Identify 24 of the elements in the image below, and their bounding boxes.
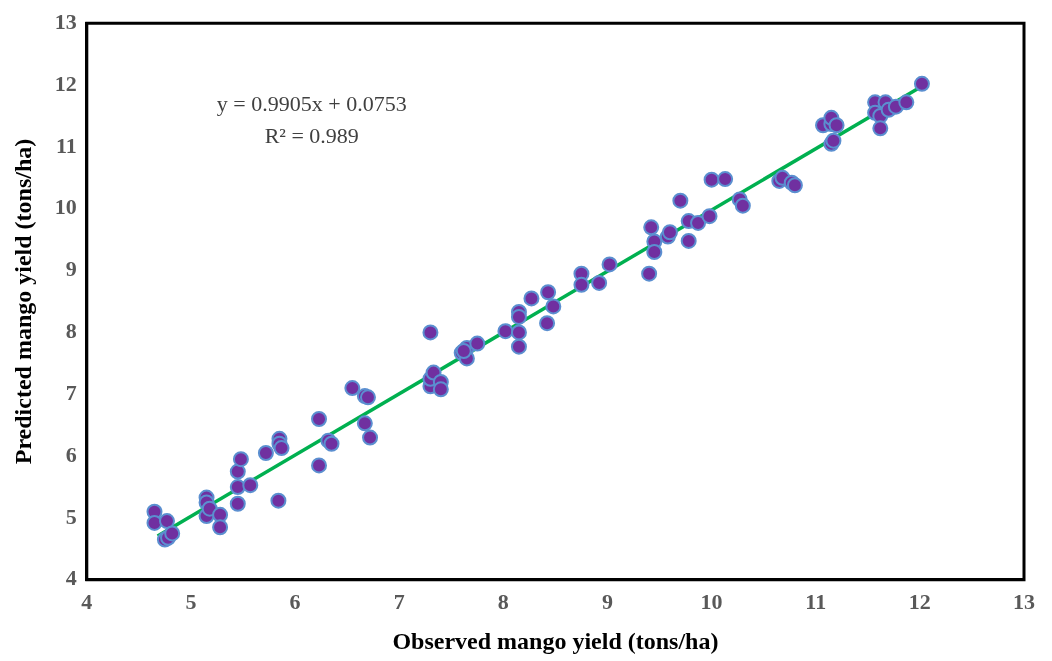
x-tick-label: 6 bbox=[289, 588, 301, 614]
y-tick-label: 7 bbox=[65, 379, 77, 405]
x-tick-label: 9 bbox=[601, 588, 613, 614]
x-tick-label: 8 bbox=[497, 588, 509, 614]
y-tick-label: 13 bbox=[54, 8, 77, 34]
y-tick-label: 9 bbox=[65, 256, 77, 282]
x-tick-label: 7 bbox=[393, 588, 405, 614]
annotation: R² = 0.989 bbox=[264, 122, 359, 148]
x-tick-label: 4 bbox=[81, 588, 93, 614]
x-tick-label: 11 bbox=[805, 588, 827, 614]
y-tick-label: 6 bbox=[65, 441, 77, 467]
y-tick-label: 8 bbox=[65, 318, 77, 344]
y-tick-label: 12 bbox=[54, 70, 77, 96]
y-tick-label: 11 bbox=[56, 132, 77, 158]
y-tick-label: 10 bbox=[54, 194, 77, 220]
x-tick-label: 12 bbox=[908, 588, 931, 614]
x-tick-label: 13 bbox=[1013, 588, 1035, 614]
y-axis-title: Predicted mango yield (tons/ha) bbox=[9, 138, 36, 465]
x-tick-label: 5 bbox=[185, 588, 197, 614]
y-tick-label: 4 bbox=[65, 565, 77, 591]
x-axis-title: Observed mango yield (tons/ha) bbox=[392, 627, 719, 654]
y-tick-label: 5 bbox=[65, 503, 77, 529]
x-tick-label: 10 bbox=[700, 588, 723, 614]
annotation: y = 0.9905x + 0.0753 bbox=[216, 90, 407, 116]
